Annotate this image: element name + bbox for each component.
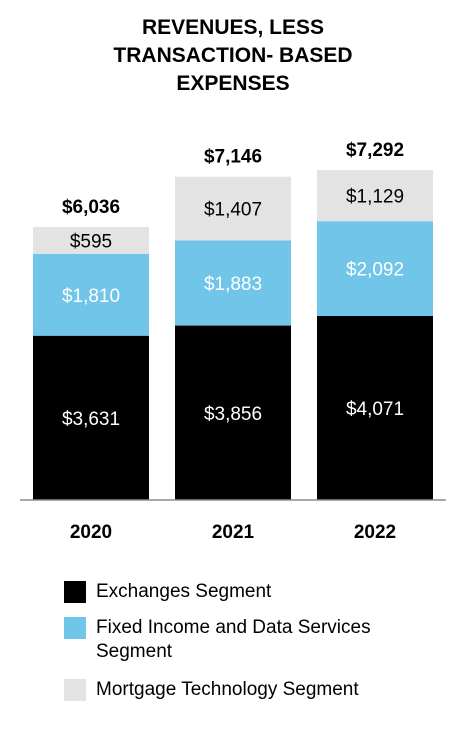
bar-segment [317,170,433,222]
bar-segment-label: $3,856 [204,404,262,425]
x-tick-label: 2020 [70,522,112,543]
chart-title-line: REVENUES, LESS [141,16,325,39]
legend-item-mortgage-technology: Mortgage Technology Segment [64,678,444,702]
legend-label: Exchanges Segment [96,581,272,602]
legend: Exchanges Segment Fixed Income and Data … [64,580,444,714]
legend-swatch [64,679,86,701]
chart-title-line: EXPENSES [176,72,290,95]
chart-title-line: TRANSACTION- BASED [113,44,353,67]
bar-segment [175,240,291,326]
bar-segment [33,253,149,336]
bar-total-label: $7,292 [346,140,404,161]
bar-segment [175,176,291,241]
bar-segment [175,325,291,500]
bar-segment-label: $4,071 [346,399,404,420]
bar-segment-label: $2,092 [346,260,404,281]
legend-swatch [64,617,86,639]
bar-segment-label: $1,810 [62,286,120,307]
legend-swatch [64,581,86,603]
legend-label: Fixed Income and Data Services Segment [96,617,371,662]
chart-title: REVENUES, LESS TRANSACTION- BASED EXPENS… [0,14,466,98]
bar-segment-label: $595 [70,231,112,252]
bar-total-label: $6,036 [62,197,120,218]
bar-segment [33,226,149,254]
legend-label: Mortgage Technology Segment [96,679,359,700]
x-tick-label: 2022 [354,522,396,543]
bar-total-label: $7,146 [204,147,262,168]
bar-segment [317,221,433,316]
bar-segment-label: $1,883 [204,274,262,295]
legend-item-fixed-income: Fixed Income and Data Services Segment [64,616,444,664]
legend-item-exchanges: Exchanges Segment [64,580,444,604]
x-tick-label: 2021 [212,522,255,543]
bar-segment-label: $1,407 [204,200,262,221]
bar-segment-label: $1,129 [346,187,404,208]
bar-segment [33,335,149,500]
stacked-bar-chart: $3,631 $1,810 $595 $6,036 2020 $3,856 $1,883 $1… [20,140,446,543]
bar-segment-label: $3,631 [62,409,120,430]
bar-segment [317,315,433,500]
